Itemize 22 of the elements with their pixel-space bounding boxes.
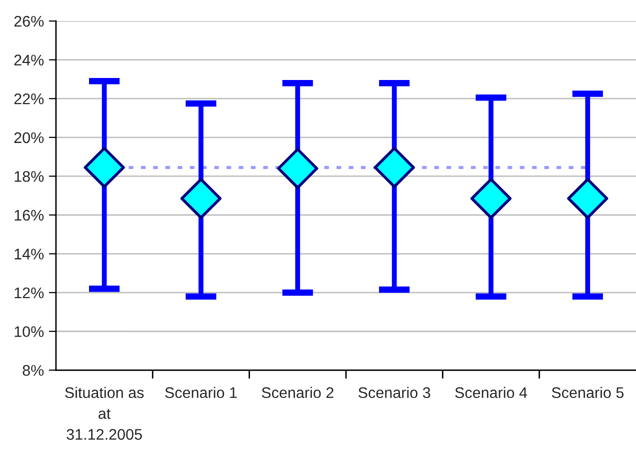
point [277, 148, 318, 189]
point [470, 178, 512, 220]
x-tick-label: Scenario 3 [358, 386, 430, 398]
y-tick-label: 12% [14, 287, 44, 298]
y-tick-label: 26% [14, 16, 44, 27]
x-tick-label: Scenario 5 [552, 386, 624, 398]
point [180, 178, 222, 220]
point [374, 146, 415, 188]
y-tick-label: 22% [14, 93, 44, 104]
y-tick-label: 10% [14, 326, 44, 338]
x-tick-label: Scenario 4 [455, 386, 528, 398]
y-tick-label: 20% [14, 132, 44, 144]
point [84, 146, 125, 188]
x-tick-label: Scenario 2 [262, 386, 334, 398]
y-tick-label: 16% [14, 210, 44, 221]
y-tick-label: 8% [22, 365, 44, 376]
y-tick-label: 18% [14, 171, 44, 182]
y-tick-label: 14% [14, 248, 44, 260]
x-tick-label: Situation as at 31.12.2005 [65, 386, 144, 440]
y-tick-label: 24% [14, 54, 44, 66]
x-tick-label: Scenario 1 [165, 386, 237, 398]
point [567, 178, 608, 220]
